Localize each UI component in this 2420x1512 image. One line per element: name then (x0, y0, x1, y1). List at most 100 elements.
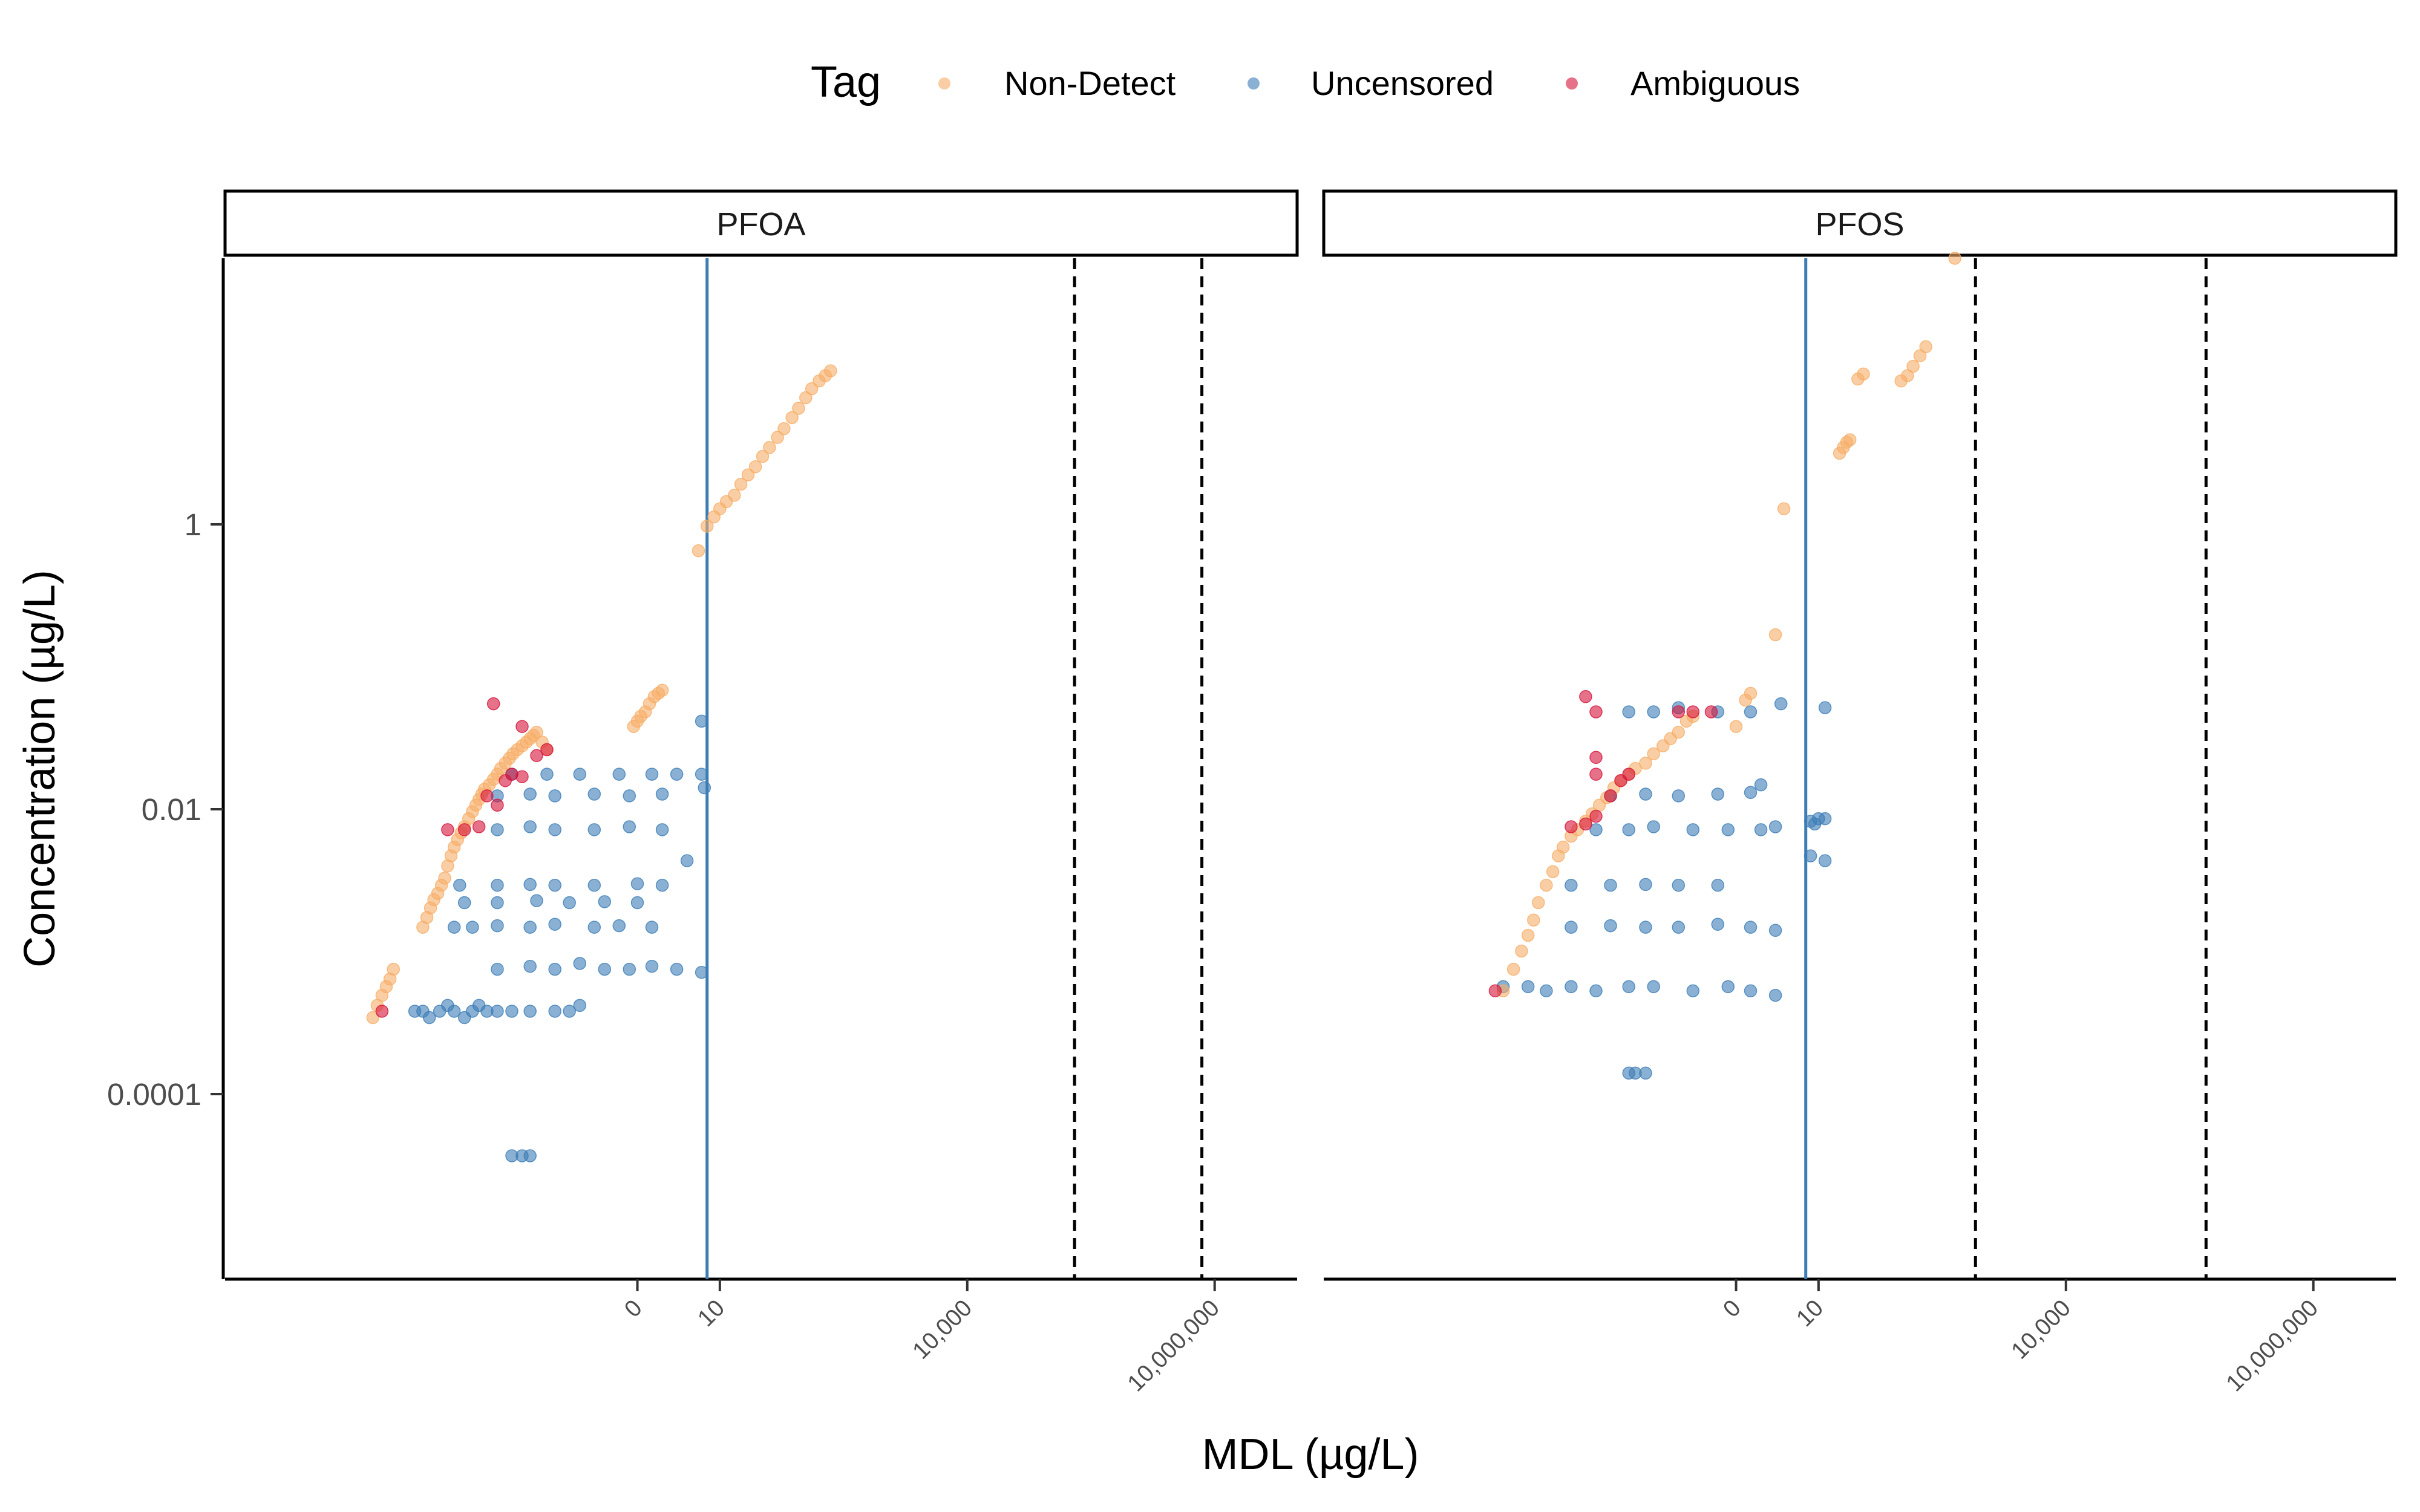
data-point-pfoa-uncensored-45 (548, 878, 561, 892)
data-point-pfos-uncensored-50 (1818, 812, 1832, 826)
data-point-pfoa-uncensored-20 (523, 959, 537, 973)
x-tick-label-pfoa-3: 10,000,000 (1123, 1295, 1225, 1396)
data-point-pfoa-uncensored-64 (573, 767, 587, 781)
data-point-pfoa-uncensored-27 (695, 965, 708, 979)
data-point-pfos-uncensored-48 (1774, 697, 1788, 711)
data-point-pfos-uncensored-37 (1672, 789, 1686, 803)
data-point-pfoa-uncensored-32 (548, 917, 561, 931)
data-point-pfoa-uncensored-41 (630, 896, 644, 910)
data-point-pfos-non-detect-3 (1521, 928, 1535, 942)
data-point-pfoa-non-detect-62 (792, 402, 805, 415)
data-point-pfoa-uncensored-19 (491, 962, 504, 976)
x-tick-label-pfos-2: 10,000 (2006, 1295, 2076, 1364)
data-point-pfos-uncensored-18 (1711, 917, 1725, 931)
data-point-pfoa-uncensored-21 (548, 962, 561, 976)
data-point-pfoa-non-detect-58 (763, 441, 776, 454)
data-point-pfos-uncensored-41 (1622, 705, 1635, 719)
data-point-pfos-uncensored-20 (1768, 924, 1782, 937)
data-point-pfos-uncensored-15 (1604, 919, 1617, 933)
data-point-pfoa-non-detect-61 (785, 411, 799, 425)
y-tick-label-0.0001: 0.0001 (107, 1077, 201, 1112)
y-axis-title: Concentration (µg/L) (16, 570, 64, 968)
data-point-pfos-uncensored-16 (1639, 921, 1652, 934)
data-point-pfos-ambiguous-9 (1579, 690, 1592, 703)
data-point-pfos-ambiguous-2 (1579, 817, 1592, 831)
data-point-pfoa-uncensored-40 (598, 895, 612, 908)
data-point-pfoa-uncensored-29 (466, 921, 479, 934)
data-point-pfoa-uncensored-15 (573, 999, 587, 1012)
facet-strip-label-pfos: PFOS (1815, 206, 1904, 243)
data-point-pfoa-uncensored-44 (523, 878, 537, 891)
facet-panel-pfos: PFOS (1322, 189, 2398, 257)
data-point-pfos-non-detect-38 (1906, 359, 1920, 373)
data-point-pfos-uncensored-6 (1647, 980, 1660, 994)
data-point-pfos-uncensored-22 (1604, 878, 1617, 892)
x-tick-label-pfoa-2: 10,000 (908, 1295, 977, 1364)
data-point-pfoa-uncensored-37 (491, 896, 504, 910)
data-point-pfoa-uncensored-10 (491, 1005, 504, 1018)
data-point-pfoa-uncensored-2 (422, 1011, 436, 1025)
data-point-pfoa-ambiguous-3 (472, 820, 486, 833)
legend-title: Tag (811, 58, 881, 106)
data-point-pfos-uncensored-29 (1686, 823, 1700, 836)
data-point-pfoa-uncensored-25 (645, 959, 659, 973)
legend-key-non-detect (938, 77, 950, 90)
legend-key-uncensored (1248, 77, 1260, 90)
data-point-pfos-non-detect-35 (1843, 433, 1857, 446)
data-point-pfos-uncensored-51 (1804, 849, 1817, 862)
data-point-pfos-uncensored-5 (1622, 980, 1635, 994)
data-point-pfoa-non-detect-49 (700, 520, 714, 533)
data-point-pfos-ambiguous-12 (1672, 705, 1686, 719)
data-point-pfos-uncensored-39 (1744, 786, 1758, 800)
x-axis-title: MDL (µg/L) (1202, 1430, 1419, 1479)
data-point-pfoa-uncensored-54 (655, 823, 669, 836)
data-point-pfos-ambiguous-1 (1565, 820, 1578, 833)
data-point-pfoa-uncensored-18 (523, 1149, 537, 1162)
data-point-pfos-ambiguous-13 (1589, 767, 1603, 781)
data-point-pfoa-uncensored-42 (453, 878, 466, 892)
data-point-pfoa-uncensored-70 (698, 781, 711, 795)
data-point-pfoa-ambiguous-12 (515, 720, 529, 733)
data-point-pfoa-non-detect-47 (655, 683, 669, 697)
data-point-pfoa-uncensored-51 (548, 823, 561, 836)
data-point-pfos-uncensored-42 (1647, 705, 1660, 719)
data-point-pfoa-non-detect-0 (366, 1011, 380, 1025)
facet-strip-label-pfoa: PFOA (716, 206, 805, 243)
x-tick-label-pfoa-0: 0 (620, 1295, 647, 1323)
data-point-pfoa-uncensored-11 (505, 1005, 518, 1018)
data-point-pfoa-uncensored-14 (563, 1005, 576, 1018)
data-point-pfoa-uncensored-67 (670, 767, 684, 781)
data-point-pfos-non-detect-20 (1639, 757, 1652, 770)
data-point-pfos-uncensored-31 (1754, 823, 1768, 836)
data-point-pfoa-non-detect-63 (799, 391, 813, 405)
data-point-pfoa-non-detect-48 (692, 544, 705, 558)
data-point-pfos-uncensored-21 (1565, 878, 1578, 892)
data-point-pfos-non-detect-5 (1531, 896, 1545, 910)
data-point-pfoa-uncensored-65 (612, 767, 626, 781)
data-point-pfoa-ambiguous-0 (375, 1005, 389, 1018)
data-point-pfoa-uncensored-35 (645, 921, 659, 934)
data-point-pfos-uncensored-30 (1721, 823, 1735, 836)
data-point-pfoa-uncensored-49 (491, 823, 504, 836)
data-point-pfos-uncensored-24 (1672, 878, 1686, 892)
data-point-pfos-uncensored-7 (1686, 984, 1700, 998)
data-point-pfoa-ambiguous-11 (486, 697, 500, 711)
data-point-pfoa-uncensored-33 (587, 921, 601, 934)
data-point-pfos-non-detect-27 (1729, 720, 1743, 733)
data-point-pfoa-non-detect-5 (387, 962, 401, 976)
data-point-pfos-uncensored-25 (1711, 878, 1725, 892)
data-point-pfos-uncensored-32 (1768, 820, 1782, 833)
legend: Tag Non-Detect Uncensored Ambiguous (811, 58, 1800, 106)
data-point-pfos-ambiguous-11 (1704, 705, 1718, 719)
data-point-pfos-non-detect-24 (1672, 725, 1686, 739)
data-point-pfoa-non-detect-60 (777, 422, 791, 435)
data-point-pfoa-uncensored-28 (447, 921, 461, 934)
data-point-pfos-uncensored-49 (1818, 701, 1832, 714)
data-point-pfoa-uncensored-12 (523, 1005, 537, 1018)
data-point-pfoa-non-detect-12 (438, 872, 451, 885)
data-point-pfos-uncensored-13 (1639, 1066, 1652, 1080)
data-point-pfos-non-detect-29 (1744, 686, 1758, 700)
data-point-pfos-non-detect-4 (1527, 913, 1540, 927)
data-point-pfos-uncensored-47 (1818, 854, 1832, 867)
